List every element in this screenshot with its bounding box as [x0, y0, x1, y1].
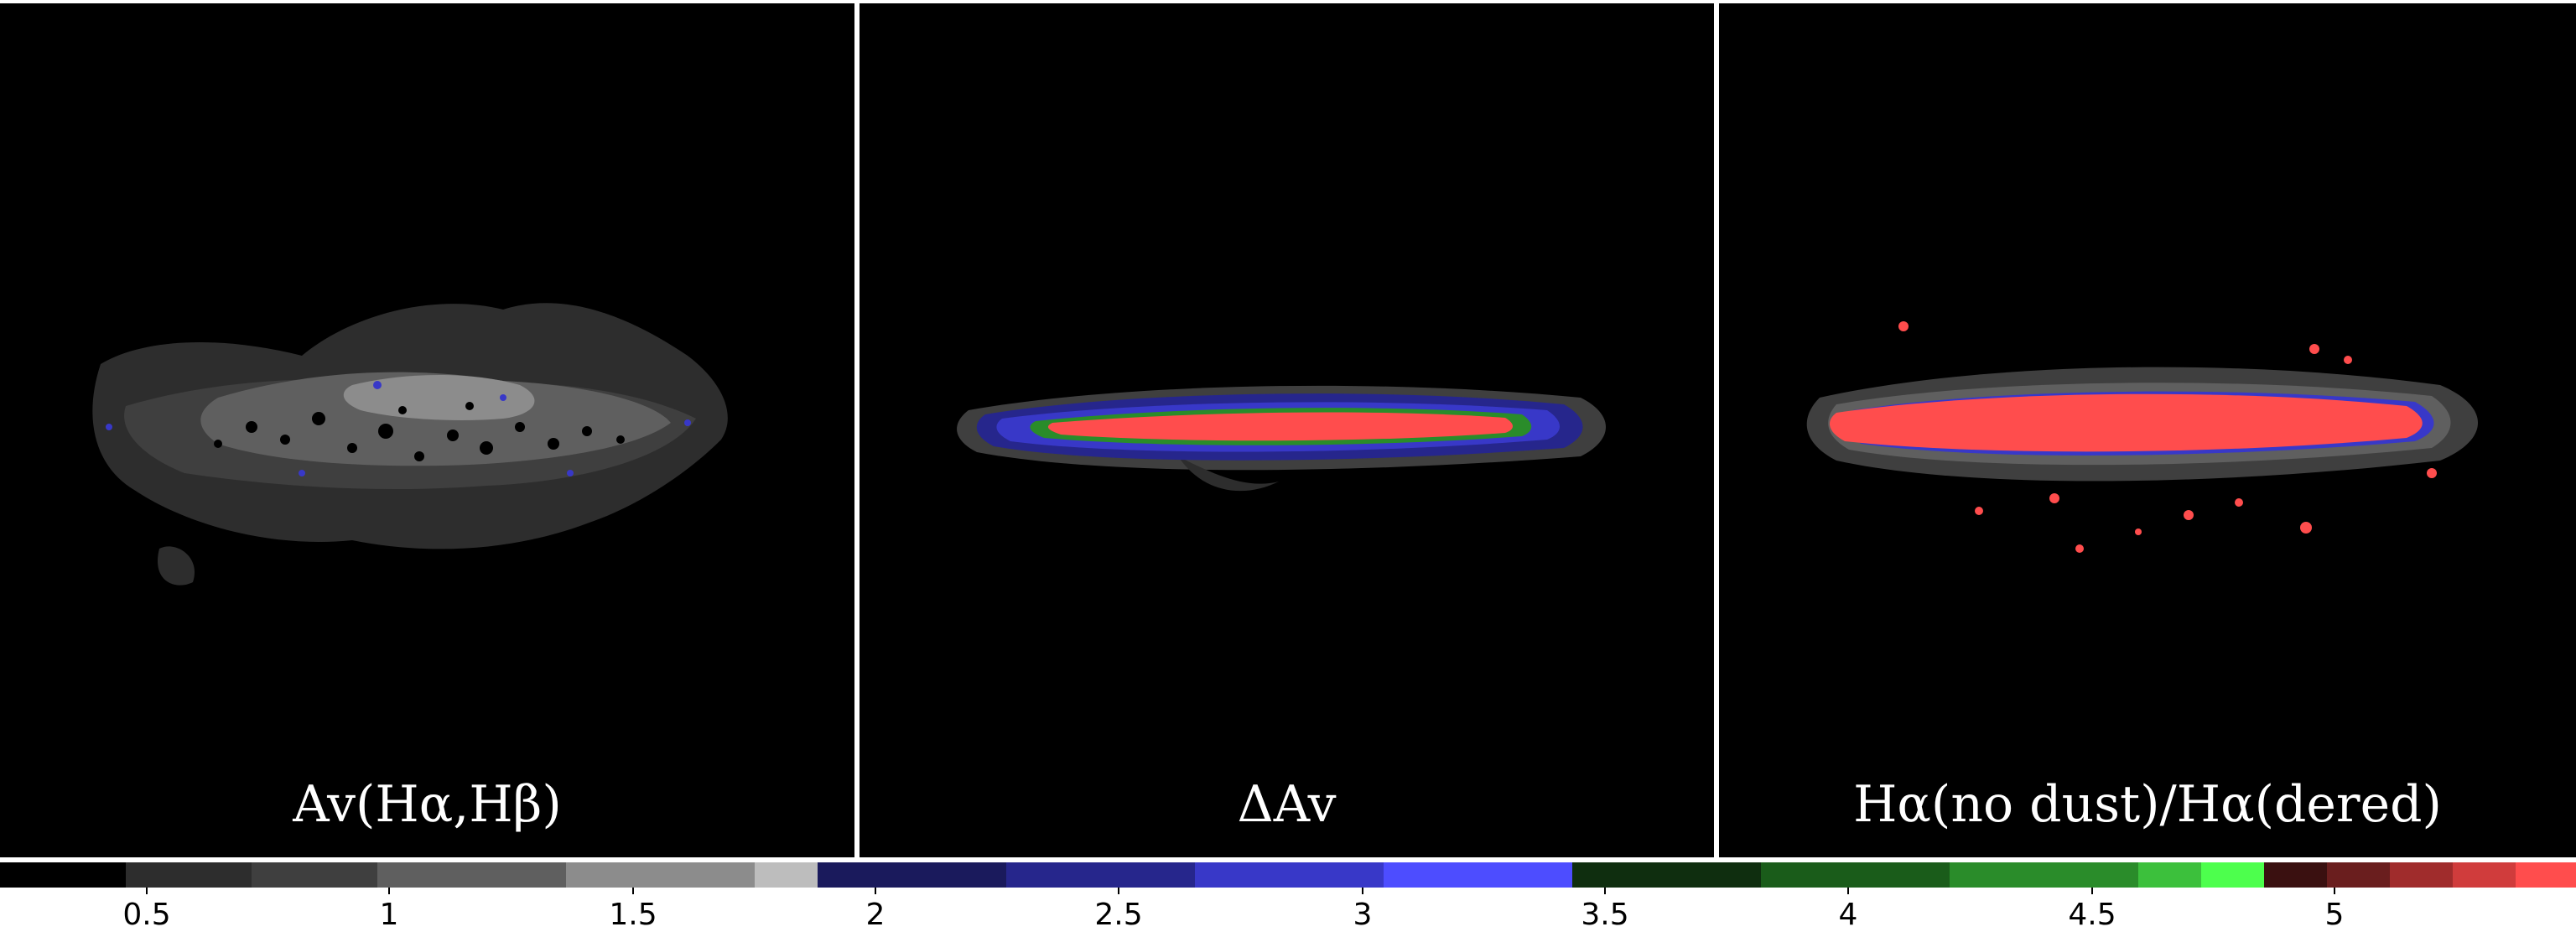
colorbar-segment [818, 862, 1006, 888]
tick-mark [2091, 888, 2093, 894]
colorbar-segment [1572, 862, 1761, 888]
colorbar-segment [1384, 862, 1572, 888]
tick-label: 5 [2324, 898, 2345, 932]
colorbar-segment [2453, 862, 2516, 888]
colorbar-segment [1761, 862, 1950, 888]
colorbar-ticks: 0.5 1 1.5 2 2.5 3 3.5 4 4.5 5 [0, 888, 2576, 932]
colorbar-segment [126, 862, 252, 888]
tick-label: 2 [865, 898, 886, 932]
colorbar-segment [566, 862, 755, 888]
tick-mark [632, 888, 634, 894]
colorbar-segment [2516, 862, 2576, 888]
tick-mark [1118, 888, 1119, 894]
tick-label: 1 [379, 898, 399, 932]
colorbar-segment [2327, 862, 2390, 888]
tick-label: 4.5 [2068, 898, 2116, 932]
colorbar-gradient [0, 862, 2576, 888]
tick-mark [2334, 888, 2335, 894]
tick-mark [1847, 888, 1849, 894]
panel-label: Hα(no dust)/Hα(dered) [1853, 775, 2442, 834]
tick-mark [875, 888, 876, 894]
tick-mark [146, 888, 148, 894]
colorbar-segment [2390, 862, 2453, 888]
panel-ha-ratio: Hα(no dust)/Hα(dered) [1719, 3, 2576, 857]
colorbar-segment [2264, 862, 2327, 888]
panel-label: ΔAv [1237, 775, 1337, 834]
delta-av-map-image [957, 385, 1606, 492]
colorbar [0, 862, 2576, 888]
colorbar-segment [1195, 862, 1384, 888]
av-map-image [92, 303, 728, 586]
panel-delta-av: ΔAv [860, 3, 1714, 857]
colorbar-segment [0, 862, 126, 888]
colorbar-segment [2138, 862, 2201, 888]
colorbar-segment [1950, 862, 2138, 888]
tick-label: 1.5 [609, 898, 657, 932]
colorbar-segment [1006, 862, 1195, 888]
panel-av-ha-hb: Av(Hα,Hβ) [0, 3, 854, 857]
tick-label: 2.5 [1094, 898, 1143, 932]
tick-label: 4 [1838, 898, 1858, 932]
ha-ratio-map-image [1806, 321, 2478, 553]
colorbar-segment [2201, 862, 2264, 888]
colorbar-segment [377, 862, 566, 888]
tick-mark [388, 888, 390, 894]
colorbar-segment [252, 862, 377, 888]
tick-mark [1604, 888, 1606, 894]
colorbar-segment [755, 862, 818, 888]
tick-label: 3.5 [1581, 898, 1629, 932]
tick-mark [1362, 888, 1363, 894]
panels-container: Av(Hα,Hβ) ΔAv Hα(no dust)/Hα(der [0, 3, 2576, 857]
tick-label: 0.5 [122, 898, 171, 932]
panel-label: Av(Hα,Hβ) [293, 775, 562, 834]
tick-label: 3 [1353, 898, 1373, 932]
